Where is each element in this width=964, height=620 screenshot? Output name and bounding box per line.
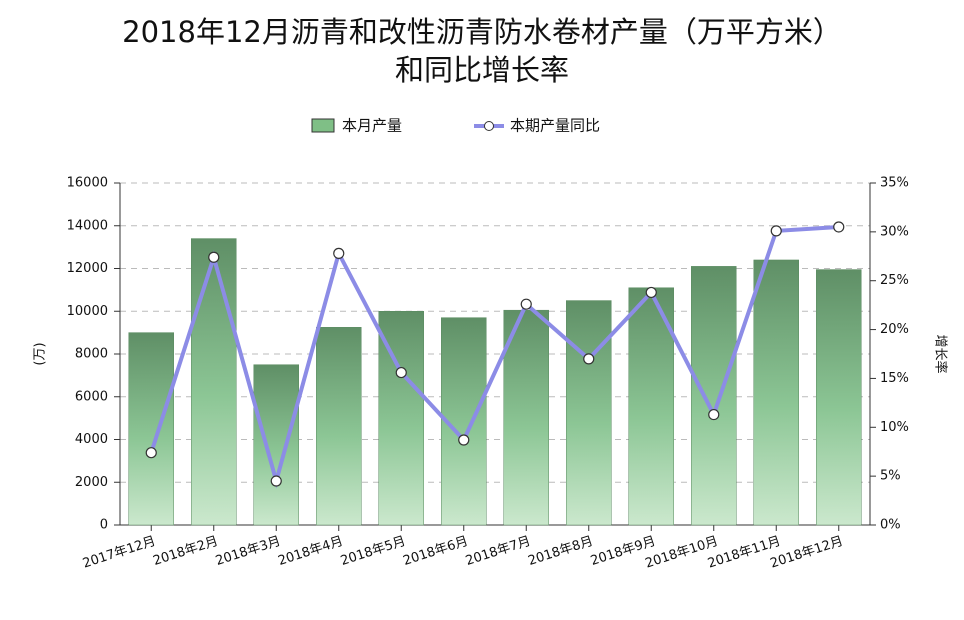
x-tick-label: 2018年3月 <box>214 534 283 569</box>
legend-label: 本期产量同比 <box>510 117 600 135</box>
legend-swatch <box>484 121 494 131</box>
y-tick-label: 2000 <box>75 475 108 490</box>
chart-title: 2018年12月沥青和改性沥青防水卷材产量（万平方米） <box>122 15 842 49</box>
x-tick-label: 2017年12月 <box>81 534 158 572</box>
point <box>270 475 282 487</box>
point <box>708 408 720 421</box>
point <box>645 286 657 299</box>
bar <box>316 327 362 526</box>
point <box>770 225 782 237</box>
bar <box>691 266 737 526</box>
point <box>833 221 845 233</box>
bar <box>753 259 799 526</box>
x-tick-label: 2018年5月 <box>339 534 408 569</box>
x-tick-label: 2018年4月 <box>276 534 345 569</box>
point <box>333 247 345 259</box>
y2-tick-label: 20% <box>880 322 909 337</box>
y2-tick-label: 30% <box>880 224 909 239</box>
point <box>458 434 470 446</box>
y2-tick-label: 10% <box>880 420 909 435</box>
line <box>149 224 839 489</box>
y-tick-label: 12000 <box>67 261 108 276</box>
y-axis-label: (万) <box>33 342 48 365</box>
x-tick-label: 2018年7月 <box>464 534 533 569</box>
y2-axis-label: 增长率 <box>933 334 949 373</box>
y-tick-label: 0 <box>100 518 108 533</box>
point <box>208 251 220 263</box>
bar <box>628 287 674 526</box>
x-tick-label: 2018年8月 <box>526 534 595 569</box>
bar <box>128 332 174 526</box>
y-tick-label: 6000 <box>75 389 108 404</box>
y2-tick-label: 35% <box>880 176 909 191</box>
x-tick-label: 2018年6月 <box>401 534 470 569</box>
x-tick-label: 2018年2月 <box>151 534 220 569</box>
legend-swatch <box>311 118 335 133</box>
bar <box>253 364 299 526</box>
y-tick-label: 16000 <box>67 176 108 191</box>
bar <box>503 309 549 526</box>
point <box>583 353 595 365</box>
y-tick-label: 8000 <box>75 347 108 362</box>
bar <box>191 238 237 526</box>
bar <box>566 300 612 526</box>
y2-tick-label: 15% <box>880 371 909 386</box>
x-tick-label: 2018年12月 <box>768 534 845 572</box>
chart-title: 和同比增长率 <box>395 53 569 87</box>
point <box>145 447 157 459</box>
y-tick-label: 4000 <box>75 432 108 447</box>
y2-tick-label: 5% <box>880 469 901 484</box>
y-tick-label: 10000 <box>67 304 108 319</box>
legend-label: 本月产量 <box>342 117 402 135</box>
y-tick-label: 14000 <box>67 218 108 233</box>
point <box>520 298 532 310</box>
bar <box>816 269 862 526</box>
y2-tick-label: 25% <box>880 273 909 288</box>
point <box>395 366 407 379</box>
y2-tick-label: 0% <box>880 518 901 533</box>
